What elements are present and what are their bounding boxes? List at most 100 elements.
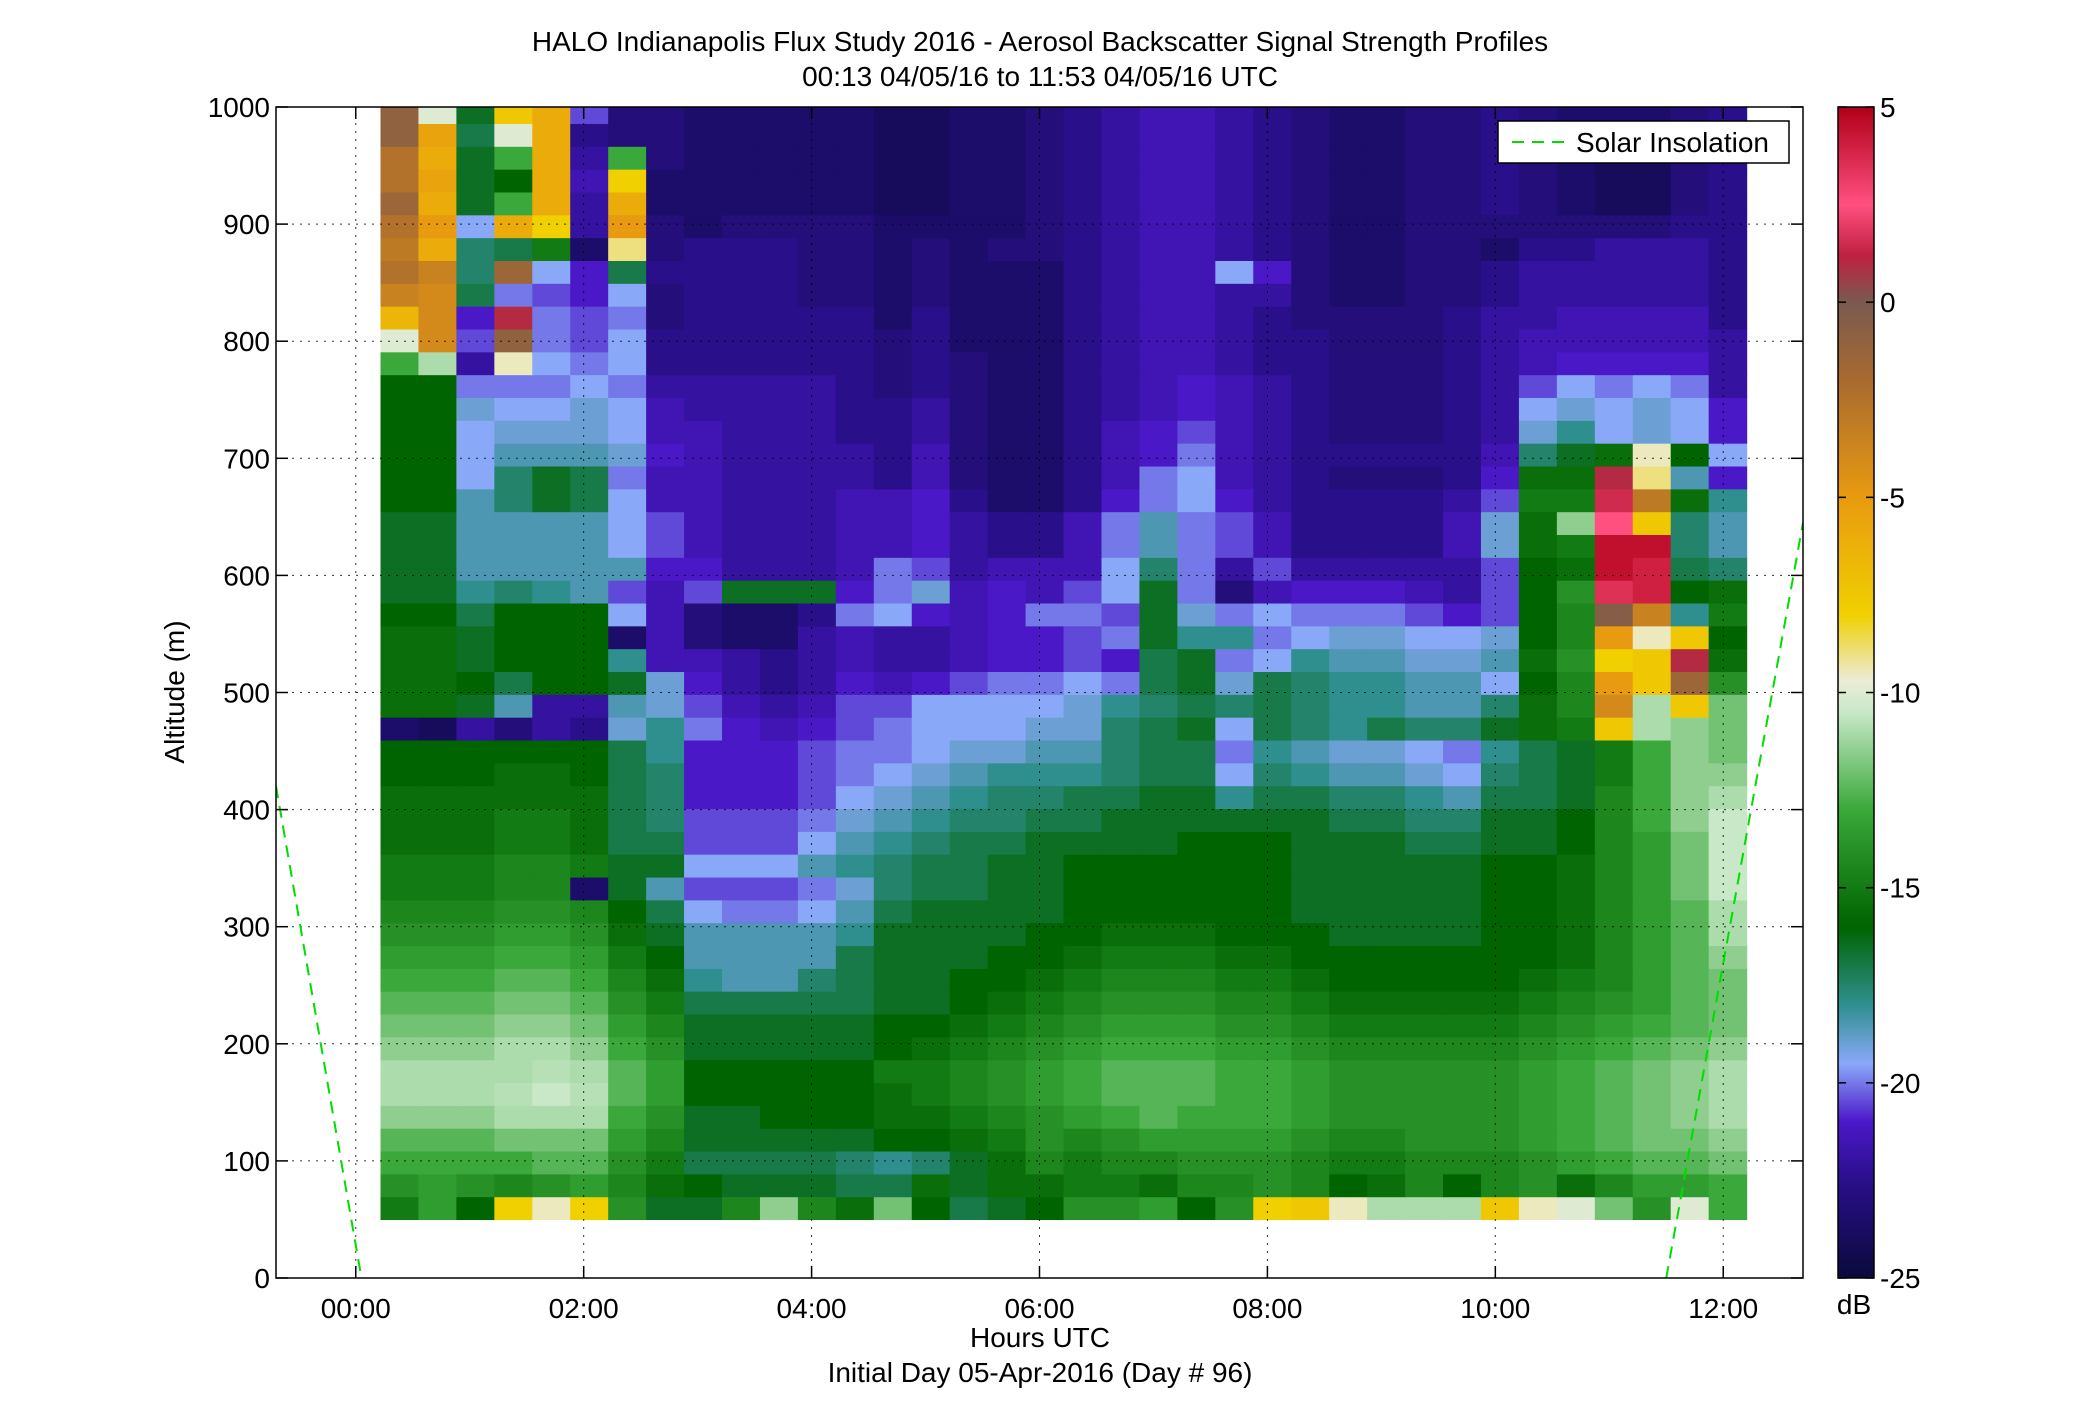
heatmap-cell: [1632, 488, 1672, 513]
heatmap-cell: [1177, 854, 1216, 878]
heatmap-cell: [1443, 107, 1482, 124]
heatmap-cell: [1670, 1036, 1710, 1061]
heatmap-cell: [1518, 107, 1558, 124]
x-tick-label: 12:00: [1688, 1293, 1758, 1324]
heatmap-cell: [1139, 123, 1178, 147]
heatmap-cell: [494, 397, 533, 421]
heatmap-cell: [987, 465, 1027, 490]
heatmap-cell: [570, 1105, 609, 1129]
heatmap-cell: [835, 1082, 875, 1106]
heatmap-cell: [1329, 694, 1368, 718]
heatmap-cell: [1443, 717, 1482, 741]
heatmap-cell: [646, 123, 685, 147]
heatmap-cell: [684, 831, 723, 855]
heatmap-cell: [1063, 602, 1103, 627]
heatmap-cell: [1594, 876, 1634, 901]
heatmap-cell: [949, 260, 989, 284]
heatmap-cell: [1632, 443, 1672, 467]
heatmap-cell: [1594, 1196, 1634, 1221]
heatmap-cell: [949, 107, 989, 124]
heatmap-cell: [1101, 488, 1141, 513]
heatmap-cell: [1177, 1105, 1216, 1129]
heatmap-cell: [835, 854, 875, 878]
heatmap-cell: [873, 1082, 913, 1106]
heatmap-cell: [949, 808, 989, 832]
heatmap-cell: [608, 648, 647, 673]
heatmap-cell: [1632, 397, 1672, 421]
heatmap-cell: [684, 283, 723, 307]
heatmap-cell: [646, 648, 685, 673]
heatmap-cell: [949, 625, 989, 650]
heatmap-cell: [873, 283, 913, 307]
heatmap-cell: [1177, 1082, 1216, 1106]
heatmap-cell: [570, 1082, 609, 1106]
heatmap-cell: [608, 671, 647, 695]
heatmap-cell: [1329, 107, 1368, 124]
heatmap-cell: [456, 237, 495, 261]
heatmap-cell: [1443, 785, 1482, 810]
heatmap-cell: [608, 1059, 647, 1084]
heatmap-cell: [532, 328, 571, 353]
heatmap-cell: [456, 1128, 495, 1152]
heatmap-cell: [1063, 237, 1103, 261]
heatmap-cell: [1291, 1105, 1330, 1129]
heatmap-cell: [1253, 854, 1292, 878]
heatmap-cell: [1101, 831, 1141, 855]
heatmap-cell: [1443, 260, 1482, 284]
heatmap-cell: [1556, 1036, 1596, 1061]
heatmap-cell: [684, 1059, 723, 1084]
heatmap-cell: [1291, 443, 1330, 467]
heatmap-cell: [1253, 991, 1292, 1015]
heatmap-cell: [835, 648, 875, 673]
heatmap-cell: [1594, 557, 1634, 581]
heatmap-cell: [873, 602, 913, 627]
heatmap-cell: [1329, 922, 1368, 947]
heatmap-cell: [797, 1036, 837, 1061]
heatmap-cell: [532, 443, 571, 467]
heatmap-cell: [1594, 1036, 1634, 1061]
heatmap-cell: [873, 169, 913, 193]
heatmap-cell: [1253, 648, 1292, 673]
heatmap-cell: [646, 1059, 685, 1084]
heatmap-cell: [418, 1013, 457, 1038]
heatmap-cell: [1253, 465, 1292, 490]
heatmap-cell: [418, 968, 457, 992]
heatmap-cell: [1443, 968, 1482, 992]
heatmap-cell: [684, 899, 723, 924]
heatmap-cell: [987, 534, 1027, 558]
heatmap-cell: [1594, 1128, 1634, 1152]
heatmap-cell: [1291, 922, 1330, 947]
heatmap-cell: [1556, 191, 1596, 216]
heatmap-cell: [1670, 968, 1710, 992]
heatmap-cell: [456, 169, 495, 193]
heatmap-cell: [1063, 214, 1103, 239]
heatmap-cell: [1594, 945, 1634, 969]
heatmap-cell: [1556, 785, 1596, 810]
heatmap-cell: [608, 465, 647, 490]
heatmap-cell: [532, 625, 571, 650]
heatmap-cell: [1253, 1173, 1292, 1198]
heatmap-cell: [456, 191, 495, 216]
heatmap-cell: [1443, 488, 1482, 513]
heatmap-cell: [684, 580, 723, 604]
heatmap-cell: [1329, 1173, 1368, 1198]
heatmap-cell: [1708, 854, 1748, 878]
heatmap-cell: [1518, 534, 1558, 558]
heatmap-cell: [1556, 580, 1596, 604]
heatmap-cell: [1367, 169, 1406, 193]
heatmap-cell: [1405, 306, 1444, 330]
heatmap-cell: [1367, 1013, 1406, 1038]
heatmap-cell: [1101, 123, 1141, 147]
heatmap-cell: [1177, 488, 1216, 513]
heatmap-cell: [1063, 625, 1103, 650]
heatmap-cell: [1594, 762, 1634, 787]
heatmap-cell: [1405, 648, 1444, 673]
heatmap-cell: [1177, 968, 1216, 992]
heatmap-cell: [722, 420, 761, 444]
y-tick-label: 700: [223, 443, 270, 474]
heatmap-cell: [1443, 1105, 1482, 1129]
heatmap-cell: [608, 1036, 647, 1061]
heatmap-cell: [1443, 374, 1482, 398]
heatmap-cell: [911, 876, 951, 901]
heatmap-cell: [684, 511, 723, 536]
